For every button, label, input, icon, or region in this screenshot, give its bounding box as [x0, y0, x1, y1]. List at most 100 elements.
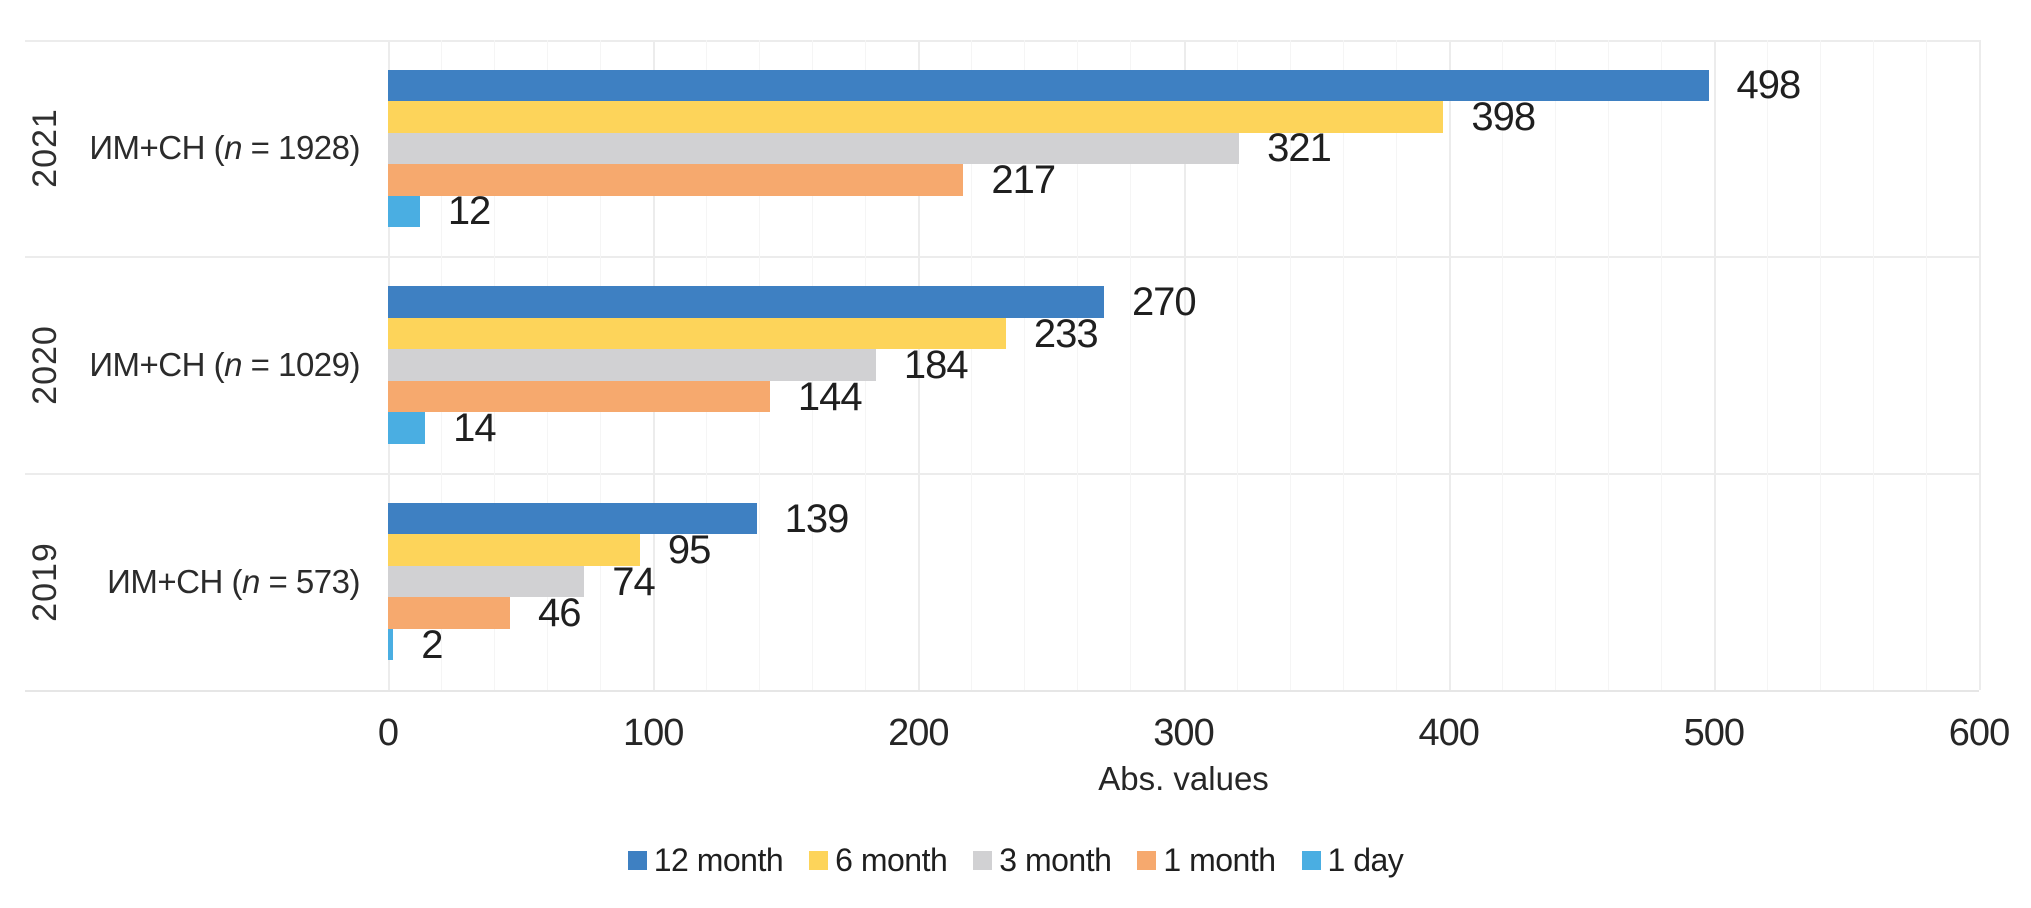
bar-3-month: [388, 349, 876, 381]
major-gridline: [1979, 40, 1981, 690]
bar-line: 14: [388, 408, 1979, 448]
bar-1-day: [388, 195, 420, 228]
minor-gridline: [1554, 40, 1556, 690]
group-label: ИМ+СН (n = 573): [107, 562, 360, 600]
bar-value-label: 321: [1267, 126, 1332, 171]
legend-label: 3 month: [999, 842, 1112, 878]
minor-gridline: [1660, 40, 1662, 690]
x-axis-ticks: 0 100 200 300 400 500 600: [378, 712, 2010, 756]
legend-item: 6 month: [809, 842, 948, 879]
x-tick-label: 600: [1948, 712, 2010, 754]
bar-value-label: 2: [421, 622, 443, 667]
bar-value-label: 139: [784, 496, 850, 541]
legend-label: 12 month: [653, 842, 784, 878]
separator-line-2: [25, 473, 1979, 475]
group-label: ИМ+СН (n = 1928): [89, 129, 360, 167]
minor-gridline: [1130, 40, 1132, 690]
bar-value-label: 184: [903, 343, 969, 387]
bar-rows: 2021 ИМ+СН (n = 1928) 498 398 321 217 12 2020 ИМ…: [0, 40, 1979, 690]
bar-6-month: [388, 317, 1006, 350]
bar-6-month: [388, 101, 1444, 133]
legend-swatch-icon: [1137, 851, 1157, 870]
bar-line: 144: [388, 377, 1979, 417]
bars-group: 270 233 184 144 14: [388, 257, 1979, 474]
bar-value-label: 217: [991, 157, 1056, 202]
bar-12-month: [388, 286, 1104, 318]
bar-value-label: 95: [667, 528, 711, 573]
bar-line: 270: [388, 282, 1979, 322]
minor-gridline: [1289, 40, 1291, 690]
bar-line: 12: [388, 191, 1979, 231]
bar-line: 398: [388, 97, 1979, 137]
bar-line: 46: [388, 593, 1979, 633]
x-tick-label: 300: [1153, 712, 1214, 754]
minor-gridline: [1872, 40, 1874, 690]
x-tick-label: 0: [377, 712, 399, 754]
x-tick-label: 500: [1683, 712, 1745, 754]
bar-line: 233: [388, 314, 1979, 354]
legend-label: 1 month: [1163, 842, 1276, 878]
bar-value-label: 46: [537, 591, 581, 636]
year-label: 2020: [26, 325, 64, 405]
x-tick-label: 400: [1418, 712, 1479, 754]
legend-label: 6 month: [835, 842, 948, 878]
minor-gridline: [1607, 40, 1609, 690]
bar-1-month: [388, 164, 964, 196]
x-axis-line: [25, 690, 1979, 692]
bar-12-month: [388, 69, 1709, 102]
bar-line: 498: [388, 65, 1979, 105]
minor-gridline: [1819, 40, 1821, 690]
bar-value-label: 270: [1131, 280, 1197, 324]
minor-gridline: [1766, 40, 1768, 690]
bar-line: 95: [388, 530, 1979, 570]
x-axis-title: Abs. values: [1098, 760, 1269, 797]
minor-gridline: [1236, 40, 1238, 690]
legend-item: 3 month: [973, 842, 1112, 879]
minor-gridline: [1395, 40, 1397, 690]
bar-value-label: 398: [1471, 94, 1536, 139]
bar-value-label: 498: [1736, 63, 1802, 108]
x-tick-label: 200: [888, 712, 949, 754]
legend-swatch-icon: [809, 851, 829, 870]
bar-line: 217: [388, 160, 1979, 200]
bars-group: 498 398 321 217 12: [388, 40, 1979, 257]
minor-gridline: [1501, 40, 1503, 690]
row-header: 2021 ИМ+СН (n = 1928): [0, 40, 388, 257]
major-gridline: [1713, 40, 1716, 690]
major-gridline: [918, 40, 921, 690]
minor-gridline: [971, 40, 973, 690]
legend: 12 month 6 month 3 month 1 month 1 day: [0, 842, 2031, 879]
legend-item: 1 month: [1137, 842, 1276, 879]
group-label: ИМ+СН (n = 1029): [89, 346, 360, 383]
bar-line: 184: [388, 345, 1979, 385]
minor-gridline: [1925, 40, 1927, 690]
bar-line: 2: [388, 625, 1979, 665]
bar-value-label: 144: [797, 374, 863, 419]
major-gridline: [1448, 40, 1451, 690]
bar-line: 139: [388, 499, 1979, 539]
bar-value-label: 233: [1033, 311, 1099, 356]
bar-line: 74: [388, 562, 1979, 602]
bar-value-label: 12: [447, 189, 491, 234]
legend-item: 1 day: [1301, 842, 1404, 879]
bar-value-label: 74: [612, 559, 655, 604]
x-tick-label: 100: [622, 712, 684, 754]
minor-gridline: [1342, 40, 1344, 690]
category-row: 2021 ИМ+СН (n = 1928) 498 398 321 217 12: [0, 40, 1979, 257]
bar-1-day: [388, 412, 426, 444]
row-header: 2020 ИМ+СН (n = 1029): [0, 257, 388, 474]
bar-value-label: 14: [453, 406, 496, 450]
row-header: 2019 ИМ+СН (n = 573): [0, 473, 388, 690]
minor-gridline: [1077, 40, 1079, 690]
legend-swatch-icon: [627, 851, 647, 870]
bar-1-month: [388, 380, 770, 413]
separator-line-top: [25, 40, 1979, 42]
major-gridline: [1183, 40, 1186, 690]
bar-line: 321: [388, 128, 1979, 168]
category-row: 2020 ИМ+СН (n = 1029) 270 233 184 144 14: [0, 257, 1979, 474]
legend-item: 12 month: [627, 842, 784, 879]
bar-12-month: [388, 502, 757, 535]
minor-gridline: [1024, 40, 1026, 690]
category-row: 2019 ИМ+СН (n = 573) 139 95 74 46 2: [0, 473, 1979, 690]
